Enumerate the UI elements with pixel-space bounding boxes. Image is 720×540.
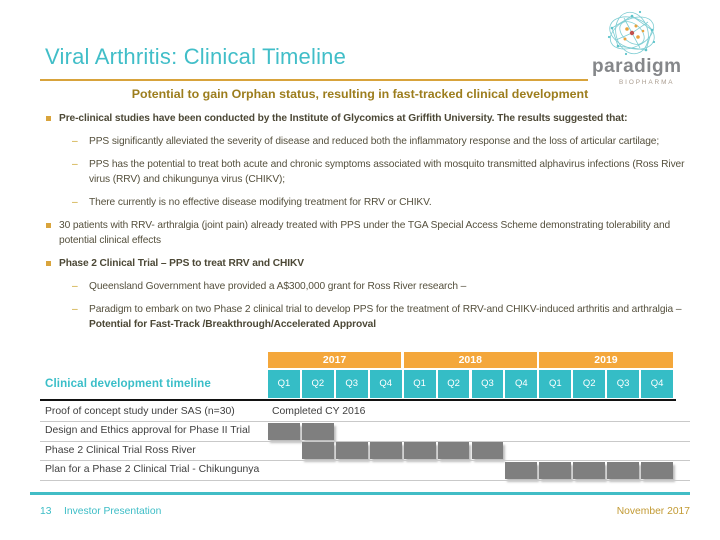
sub-bullet-item: – Queensland Government have provided a A…: [72, 279, 690, 294]
quarter-header: Q1: [268, 370, 300, 398]
dash-bullet-icon: –: [72, 281, 78, 292]
footer-date: November 2017: [616, 506, 690, 517]
gantt-row-separator: [40, 440, 690, 442]
page-title: Viral Arthritis: Clinical Timeline: [45, 44, 347, 69]
gantt-bar-cell: [573, 461, 606, 479]
quarter-header: Q2: [437, 370, 470, 398]
timeline-header-rule: [40, 398, 676, 402]
quarter-header: Q1: [539, 370, 572, 398]
square-bullet-icon: [46, 261, 51, 266]
gantt-bar-cell: [607, 461, 640, 479]
bullet-item: Phase 2 Clinical Trial – PPS to treat RR…: [45, 256, 690, 271]
gantt-row-label: Plan for a Phase 2 Clinical Trial - Chik…: [45, 464, 260, 475]
gantt-row-separator: [40, 460, 690, 461]
quarter-header: Q2: [301, 370, 334, 398]
bullet-text: Queensland Government have provided a A$…: [89, 281, 467, 292]
gantt-row-label: Proof of concept study under SAS (n=30): [45, 405, 235, 417]
slide-number: 13: [40, 506, 52, 517]
square-bullet-icon: [46, 116, 51, 121]
sub-bullet-item: – There currently is no effective disease…: [72, 195, 690, 210]
title-underline: [40, 79, 588, 81]
bullet-text: Phase 2 Clinical Trial – PPS to treat RR…: [59, 258, 304, 269]
year-header-2017: 2017: [268, 352, 402, 368]
sub-bullet-item: – PPS significantly alleviated the severi…: [72, 134, 690, 149]
footer-presentation-label: Investor Presentation: [64, 506, 162, 517]
timeline-section-label: Clinical development timeline: [45, 377, 211, 390]
gantt-row-label: Phase 2 Clinical Trial Ross River: [45, 444, 196, 456]
quarter-header: Q2: [573, 370, 606, 398]
gantt-bar-cell: [505, 461, 538, 479]
gantt-bar-cell: [335, 442, 368, 460]
quarter-header: Q4: [369, 370, 402, 398]
quarter-header: Q4: [505, 370, 538, 398]
gantt-bar-cell: [268, 422, 300, 440]
bullet-item: 30 patients with RRV- arthralgia (joint …: [45, 218, 690, 248]
bullet-text: PPS has the potential to treat both acut…: [89, 159, 685, 185]
gantt-bar-cell: [369, 442, 402, 460]
gantt-bar-cell: [539, 461, 572, 479]
dash-bullet-icon: –: [72, 304, 78, 315]
gantt-row-separator: [40, 479, 690, 481]
gantt-bar-cell: [301, 442, 334, 460]
bullet-text: 30 patients with RRV- arthralgia (joint …: [59, 220, 671, 246]
gantt-bar-cell: [641, 461, 673, 479]
dash-bullet-icon: –: [72, 159, 78, 170]
quarter-header: Q3: [607, 370, 640, 398]
gantt-bar-cell: [437, 442, 470, 460]
paradigm-logo-subtext: BIOPHARMA: [619, 79, 675, 86]
bullet-list: Pre-clinical studies have been conducted…: [45, 111, 690, 340]
gantt-row-note: Completed CY 2016: [272, 405, 366, 417]
paradigm-molecule-icon: [607, 10, 656, 56]
bullet-text: Pre-clinical studies have been conducted…: [59, 113, 628, 124]
year-header-2018: 2018: [403, 352, 537, 368]
quarter-header: Q4: [641, 370, 673, 398]
bullet-text: Paradigm to embark on two Phase 2 clinic…: [89, 304, 682, 330]
gantt-row-label: Design and Ethics approval for Phase II …: [45, 425, 251, 436]
gantt-bar-cell: [403, 442, 436, 460]
bullet-item: Pre-clinical studies have been conducted…: [45, 111, 690, 126]
bullet-text: There currently is no effective disease …: [89, 197, 432, 208]
gantt-bar-cell: [301, 422, 334, 440]
quarter-header: Q3: [471, 370, 504, 398]
year-header-2019: 2019: [539, 352, 673, 368]
bullet-text: PPS significantly alleviated the severit…: [89, 136, 660, 147]
dash-bullet-icon: –: [72, 197, 78, 208]
quarter-header: Q1: [403, 370, 436, 398]
dash-bullet-icon: –: [72, 136, 78, 147]
gantt-row-separator: [40, 421, 690, 422]
paradigm-logo-wordmark: paradigm: [592, 56, 682, 77]
sub-bullet-item: – PPS has the potential to treat both acu…: [72, 157, 690, 187]
slide-subtitle: Potential to gain Orphan status, resulti…: [131, 87, 589, 101]
gantt-bar-cell: [471, 442, 504, 460]
quarter-header: Q3: [335, 370, 368, 398]
footer-rule: [30, 492, 690, 495]
sub-bullet-item: – Paradigm to embark on two Phase 2 clini…: [72, 302, 690, 332]
square-bullet-icon: [46, 223, 51, 228]
